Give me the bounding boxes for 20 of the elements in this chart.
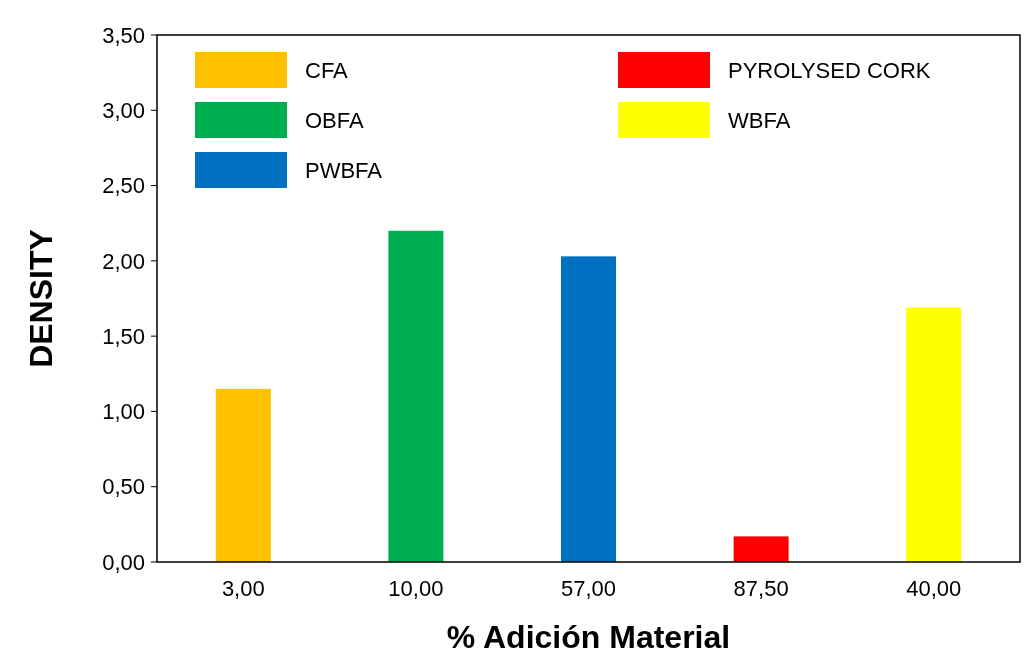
y-axis-title: DENSITY bbox=[23, 229, 59, 368]
x-tick-label: 3,00 bbox=[221, 576, 265, 601]
legend-label: PYROLYSED CORK bbox=[728, 57, 931, 83]
x-tick-label: 40,00 bbox=[906, 576, 962, 601]
legend-label: OBFA bbox=[305, 107, 365, 133]
legend-label: WBFA bbox=[728, 107, 791, 133]
y-tick-label: 1,00 bbox=[102, 399, 145, 425]
x-tick-label: 10,00 bbox=[388, 576, 444, 601]
x-axis-title: % Adición Material bbox=[446, 619, 731, 655]
y-tick-label: 3,50 bbox=[102, 22, 145, 48]
y-tick-label: 2,00 bbox=[102, 248, 145, 274]
legend-label: PWBFA bbox=[305, 157, 383, 183]
y-tick-label: 0,00 bbox=[102, 549, 145, 575]
y-tick-label: 3,00 bbox=[102, 97, 145, 123]
y-tick-label: 0,50 bbox=[102, 474, 145, 500]
y-tick-label: 2,50 bbox=[102, 173, 145, 199]
x-tick-label: 57,00 bbox=[560, 576, 617, 601]
y-tick-label: 1,50 bbox=[102, 323, 145, 349]
legend-label: CFA bbox=[305, 57, 349, 83]
x-tick-label: 87,50 bbox=[733, 576, 789, 601]
